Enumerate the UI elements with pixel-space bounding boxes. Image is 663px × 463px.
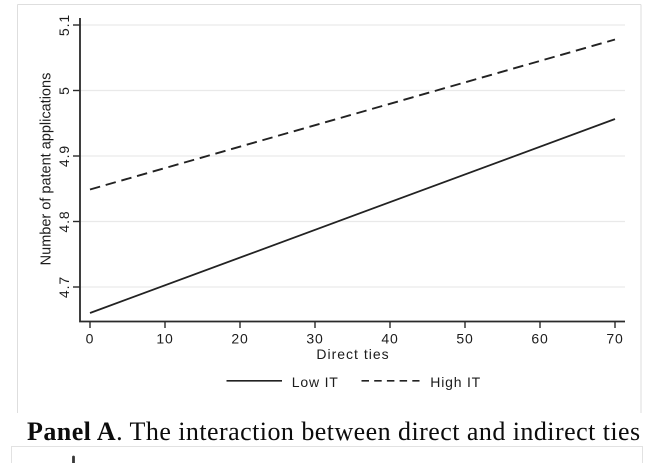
svg-text:4.8: 4.8 xyxy=(56,210,72,232)
svg-text:Number of patent applications: Number of patent applications xyxy=(38,73,54,266)
svg-text:Low IT: Low IT xyxy=(292,374,339,390)
svg-text:Panel A. The interaction betwe: Panel A. The interaction between direct … xyxy=(27,417,641,446)
svg-text:0: 0 xyxy=(86,330,95,346)
svg-text:5.1: 5.1 xyxy=(56,14,72,36)
svg-text:30: 30 xyxy=(306,330,323,346)
svg-text:70: 70 xyxy=(606,330,623,346)
svg-text:20: 20 xyxy=(231,330,248,346)
svg-text:High IT: High IT xyxy=(430,374,481,390)
svg-text:4.7: 4.7 xyxy=(56,276,72,298)
svg-text:50: 50 xyxy=(456,330,473,346)
svg-text:40: 40 xyxy=(381,330,398,346)
svg-text:5: 5 xyxy=(56,86,72,95)
svg-text:60: 60 xyxy=(531,330,548,346)
svg-text:10: 10 xyxy=(156,330,173,346)
svg-text:4.9: 4.9 xyxy=(56,145,72,167)
svg-text:Direct ties: Direct ties xyxy=(316,346,389,362)
